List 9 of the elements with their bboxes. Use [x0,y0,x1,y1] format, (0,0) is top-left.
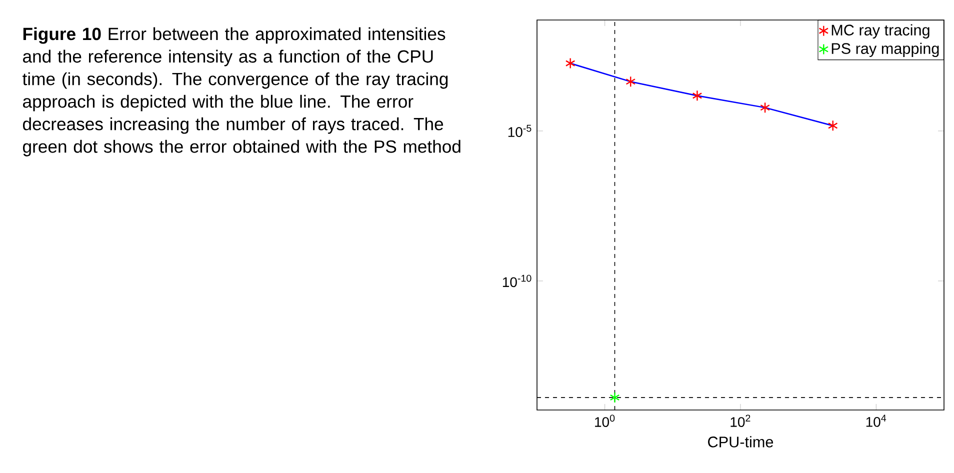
x-tick-label: 10$^{0}$ [595,414,615,427]
x-tick-label: 10$^{2}$ [730,414,750,427]
x-axis-title: CPU-time [708,436,774,448]
legend-label: MC ray tracing [832,24,930,39]
y-tick-label: 10$^{-5}$ [508,124,532,138]
x-tick-label: 10$^{4}$ [866,414,886,427]
legend-label: PS ray mapping [832,42,939,57]
text: Figure 10 Error between the approximated intensities and the reference intensity as a function of the CPU time (in seconds). The convergence of the ray tracing approach is depicted with the blue line. The error decreases increasing the number of rays traced. The green dot shows the error obtained with the PS method [22,27,460,156]
y-tick-label: 10$^{-10}$ [502,274,532,288]
